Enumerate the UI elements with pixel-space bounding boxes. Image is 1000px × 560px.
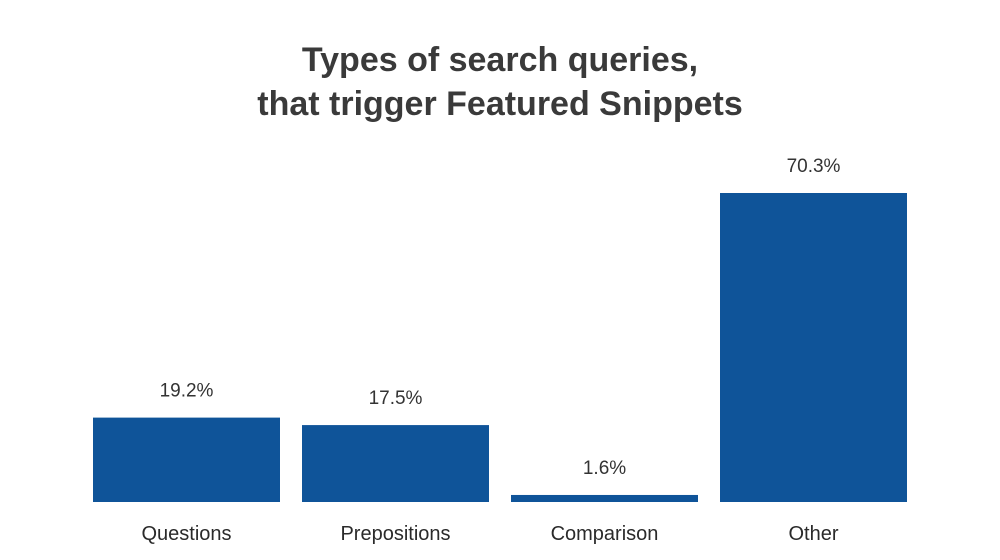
tick-label-questions: Questions <box>141 523 231 545</box>
chart-title-line-2: that trigger Featured Snippets <box>257 85 743 123</box>
chart-title: Types of search queries, that trigger Fe… <box>0 38 1000 126</box>
bar-questions <box>93 417 280 502</box>
bar-prepositions <box>302 425 489 502</box>
bar-other <box>720 193 907 502</box>
value-label-questions: 19.2% <box>160 381 214 402</box>
value-labels-layer: 19.2% 17.5% 1.6% 70.3% <box>160 156 841 479</box>
chart-title-line-1: Types of search queries, <box>301 41 699 79</box>
value-label-prepositions: 17.5% <box>369 388 423 409</box>
value-label-comparison: 1.6% <box>583 458 626 479</box>
x-axis-tick-labels: Questions Prepositions Comparison Other <box>141 523 838 545</box>
bars-layer <box>93 193 907 502</box>
value-label-other: 70.3% <box>787 156 841 177</box>
tick-label-comparison: Comparison <box>551 523 659 545</box>
tick-label-other: Other <box>788 523 838 545</box>
bar-comparison <box>511 494 698 502</box>
tick-label-prepositions: Prepositions <box>340 523 450 545</box>
